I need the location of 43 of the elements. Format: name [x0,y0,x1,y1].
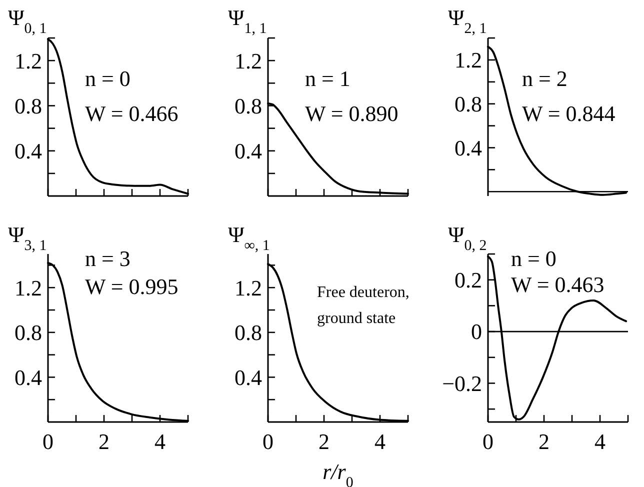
annotation: n = 2 [522,66,568,91]
chart-title: Ψ$_{1, 1}$ [228,5,267,37]
x-tick-label: 2 [98,429,110,454]
annotation: Free deuteron, [317,284,410,301]
annotation: W = 0.890 [305,101,398,126]
x-tick-label: 4 [594,429,606,454]
y-tick-label: 0.4 [234,138,262,164]
chart-title: Ψ$_{3, 1}$ [8,222,47,254]
annotation: W = 0.463 [511,272,604,297]
y-tick-label: 0 [471,319,482,344]
annotation: n = 1 [305,66,350,91]
y-tick-label: 1.2 [14,48,42,74]
x-tick-label: 2 [318,429,330,454]
x-tick-label: 4 [154,429,166,454]
chart-title: Ψ$_{2, 1}$ [448,5,487,37]
y-tick-label: 0.8 [454,92,482,117]
annotation: W = 0.995 [85,274,178,299]
chart-title: Ψ$_{∞, 1}$ [228,222,270,254]
y-tick-label: 1.2 [234,275,262,300]
y-tick-label: 0.8 [14,93,42,118]
y-tick-label: 0.4 [14,364,42,390]
x-tick-label: 4 [374,429,386,454]
y-tick-label: 0.4 [454,135,482,160]
x-axis-title: r/r$_{0}$ [322,459,354,487]
chart-title: Ψ$_{0, 1}$ [8,5,47,37]
y-tick-label: 0.4 [14,138,42,164]
annotation: n = 3 [85,246,130,271]
annotation: W = 0.844 [522,101,616,126]
annotation: n = 0 [511,246,556,271]
annotation: W = 0.466 [85,101,178,126]
y-tick-label: 0.4 [234,364,262,390]
y-tick-label: 0.8 [14,320,42,346]
y-tick-label: −0.2 [442,370,482,396]
x-tick-label: 2 [538,429,550,454]
annotation: n = 0 [85,66,130,91]
annotation: ground state [317,310,396,327]
y-tick-label: 1.2 [234,48,262,74]
chart-title: Ψ$_{0, 2}$ [448,222,487,254]
y-tick-label: 0.8 [234,93,262,118]
y-tick-label: 0.8 [234,320,262,346]
y-tick-label: 1.2 [14,275,42,300]
y-tick-label: 0.2 [454,268,482,293]
y-tick-label: 1.2 [454,48,482,73]
